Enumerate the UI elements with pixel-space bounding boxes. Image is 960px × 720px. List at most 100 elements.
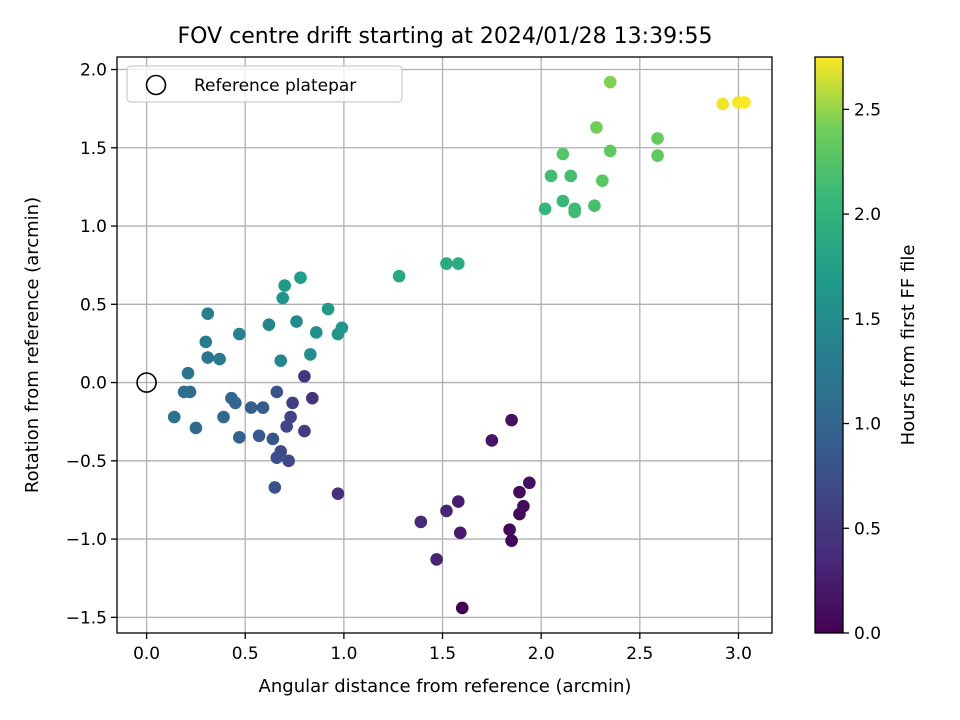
x-tick-label-4: 2.0 [528, 644, 555, 664]
data-point-39 [201, 351, 215, 364]
data-point-67 [603, 144, 617, 158]
data-point-37 [167, 410, 181, 424]
colorbar-tick-label-0: 0.0 [854, 624, 881, 644]
data-point-15 [306, 391, 319, 405]
y-tick-label-6: 1.5 [80, 139, 107, 159]
data-point-7 [505, 413, 518, 427]
data-point-72 [716, 97, 729, 111]
data-point-28 [256, 401, 270, 414]
colorbar-tick-label-1: 0.5 [854, 519, 881, 539]
grid-lines [117, 57, 772, 633]
data-point-21 [282, 454, 295, 468]
data-point-66 [596, 174, 609, 187]
data-point-57 [452, 257, 465, 270]
data-point-36 [177, 385, 191, 399]
data-point-58 [538, 202, 552, 216]
data-point-40 [213, 352, 226, 366]
y-tick-label-3: 0.0 [80, 374, 107, 394]
data-point-30 [233, 431, 246, 444]
legend-label-reference: Reference platepar [194, 76, 356, 96]
data-point-24 [268, 481, 282, 494]
data-point-9 [453, 526, 467, 540]
data-point-62 [544, 169, 558, 183]
data-point-45 [274, 354, 288, 367]
data-point-68 [651, 149, 664, 162]
data-point-50 [335, 321, 349, 335]
data-point-26 [266, 432, 280, 446]
data-point-33 [217, 410, 230, 424]
colorbar-ticks: 0.0 0.5 1.0 1.5 2.0 2.5 [843, 100, 881, 644]
data-point-71 [603, 75, 617, 89]
data-point-47 [304, 348, 317, 361]
data-point-25 [270, 385, 284, 399]
y-tick-label-4: 0.5 [80, 295, 107, 315]
legend: Reference platepar [126, 65, 403, 103]
y-tick-label-5: 1.0 [80, 217, 107, 237]
y-tick-label-0: −1.5 [66, 608, 107, 628]
data-point-63 [564, 169, 578, 183]
data-point-6 [523, 476, 536, 490]
data-point-16 [298, 370, 311, 383]
data-point-1 [505, 534, 518, 547]
chart-title: FOV centre drift starting at 2024/01/28 … [178, 24, 713, 49]
data-point-55 [392, 269, 406, 283]
x-tick-label-3: 1.5 [429, 644, 456, 664]
colorbar-label: Hours from first FF file [898, 245, 919, 446]
data-point-54 [294, 271, 307, 284]
data-point-27 [252, 429, 266, 443]
data-point-56 [440, 257, 453, 270]
x-tick-label-5: 2.5 [626, 644, 653, 664]
data-point-46 [290, 315, 303, 328]
plot-frame [116, 56, 773, 634]
x-tick-label-6: 3.0 [725, 644, 752, 664]
data-point-38 [181, 366, 195, 380]
data-point-4 [517, 499, 530, 513]
reference-platepar-marker [136, 372, 157, 393]
data-point-51 [321, 302, 335, 316]
data-point-5 [513, 485, 526, 499]
data-point-10 [452, 495, 465, 508]
data-point-53 [278, 279, 291, 292]
y-axis-ticks: −1.5 −1.0 −0.5 0.0 0.5 1.0 1.5 2.0 [66, 61, 117, 628]
legend-reference-marker [145, 74, 167, 96]
data-point-20 [280, 420, 293, 433]
data-point-48 [309, 326, 323, 339]
data-point-14 [331, 487, 345, 500]
y-axis-label: Rotation from reference (arcmin) [22, 197, 43, 493]
y-tick-label-2: −0.5 [66, 452, 107, 472]
x-axis-ticks: 0.0 0.5 1.0 1.5 2.0 2.5 3.0 [133, 633, 752, 664]
x-tick-label-2: 1.0 [330, 644, 357, 664]
data-point-42 [201, 307, 215, 320]
colorbar-frame [814, 56, 844, 634]
x-tick-label-0: 0.0 [133, 644, 160, 664]
data-point-17 [298, 424, 311, 438]
legend-box [126, 65, 403, 103]
data-point-74 [738, 96, 751, 109]
data-point-61 [568, 205, 582, 219]
data-point-18 [286, 396, 299, 410]
data-points [167, 75, 751, 615]
data-point-11 [430, 553, 443, 566]
reference-marker-layer [136, 372, 157, 393]
data-point-8 [485, 434, 499, 447]
data-point-0 [455, 601, 469, 615]
y-tick-label-7: 2.0 [80, 61, 107, 81]
data-point-12 [440, 504, 453, 518]
data-point-65 [556, 147, 570, 161]
data-point-64 [588, 199, 601, 212]
data-point-29 [244, 401, 258, 414]
data-point-52 [276, 291, 290, 305]
x-tick-label-1: 0.5 [232, 644, 259, 664]
data-point-13 [414, 515, 428, 529]
colorbar-tick-label-5: 2.5 [854, 100, 881, 120]
data-point-32 [225, 391, 238, 405]
data-point-43 [233, 327, 246, 341]
colorbar-tick-label-4: 2.0 [854, 205, 881, 225]
data-point-23 [270, 451, 284, 464]
colorbar-tick-label-3: 1.5 [854, 310, 881, 330]
data-point-69 [651, 132, 664, 145]
data-point-41 [199, 335, 213, 349]
colorbar [815, 57, 843, 633]
data-point-44 [262, 318, 276, 331]
